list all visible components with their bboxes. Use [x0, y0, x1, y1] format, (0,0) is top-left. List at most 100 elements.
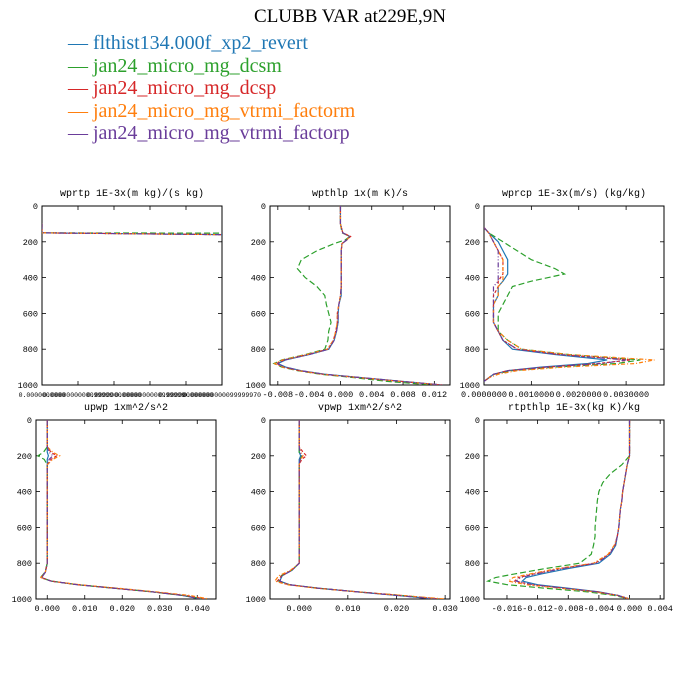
chart-title: rtpthlp 1E-3x(kg K)/kg — [508, 402, 640, 414]
series-line — [513, 420, 631, 599]
series-line — [484, 227, 655, 382]
x-tick-label: -0.012 — [522, 604, 553, 614]
x-tick-label: 0.010 — [335, 604, 361, 614]
plot-frame — [35, 419, 217, 600]
x-tick-label: 0.000000000099999970 — [183, 392, 261, 399]
series-line — [484, 227, 627, 382]
y-tick-label: 800 — [465, 559, 480, 569]
legend-line-icon: — — [68, 32, 93, 54]
y-tick-label: 800 — [23, 345, 38, 355]
series-line — [274, 206, 443, 385]
y-tick-label: 600 — [251, 309, 266, 319]
x-tick-label: 0.004 — [647, 604, 673, 614]
y-tick-label: 0 — [475, 202, 480, 212]
legend-line-icon: — — [68, 54, 93, 77]
legend: — flthist134.000f_xp2_revert — jan24_mic… — [68, 32, 355, 145]
x-tick-label: 0.020 — [109, 604, 135, 614]
y-tick-label: 1000 — [18, 381, 38, 391]
y-tick-label: 600 — [465, 523, 480, 533]
y-tick-label: 1000 — [246, 595, 266, 605]
y-tick-label: 400 — [17, 488, 32, 498]
y-tick-label: 800 — [17, 559, 32, 569]
series-line — [275, 206, 443, 385]
y-tick-label: 0 — [27, 416, 32, 426]
y-tick-label: 200 — [251, 452, 266, 462]
series-line — [40, 420, 202, 599]
y-tick-label: 0 — [261, 416, 266, 426]
y-tick-label: 1000 — [460, 381, 480, 391]
x-tick-label: 0.000000000000 — [159, 392, 214, 399]
legend-line-icon: — — [68, 122, 93, 145]
y-tick-label: 1000 — [246, 381, 266, 391]
x-tick-label: -0.008 — [263, 390, 294, 400]
x-tick-label: -0.016 — [492, 604, 523, 614]
series-line — [40, 420, 202, 599]
legend-item: — jan24_micro_mg_dcsp — [68, 77, 355, 100]
y-tick-label: 800 — [465, 345, 480, 355]
series-line — [273, 206, 443, 385]
legend-label: jan24_micro_mg_vtrmi_factorp — [93, 122, 350, 145]
legend-line-icon: — — [68, 99, 93, 122]
plot-frame — [41, 205, 223, 386]
chart-panel: rtpthlp 1E-3x(kg K)/kg 0 200 400 600 800 1000 -… — [460, 402, 673, 614]
x-tick-label: 0.030 — [432, 604, 458, 614]
chart-panel: upwp 1xm^2/s^2 0 200 400 600 800 10000.000 0.01… — [12, 402, 217, 614]
x-tick-label: 0.004 — [359, 390, 385, 400]
y-tick-label: 0 — [261, 202, 266, 212]
x-tick-label: 0.012 — [422, 390, 448, 400]
chart-title: wpthlp 1x(m K)/s — [312, 188, 408, 200]
legend-label: jan24_micro_mg_dcsp — [93, 77, 277, 100]
x-tick-label: 0.008 — [390, 390, 416, 400]
chart-title: vpwp 1xm^2/s^2 — [318, 402, 402, 414]
chart-panel: wpthlp 1x(m K)/s 0 200 400 600 800 1000-0.008-… — [246, 188, 451, 400]
y-tick-label: 600 — [23, 309, 38, 319]
legend-label: jan24_micro_mg_vtrmi_factorm — [93, 99, 356, 122]
y-tick-label: 800 — [251, 345, 266, 355]
series-line — [276, 206, 443, 385]
y-tick-label: 200 — [17, 452, 32, 462]
y-tick-label: 200 — [251, 238, 266, 248]
chart-panel: vpwp 1xm^2/s^2 0 200 400 600 800 1000 0.000 0.01… — [246, 402, 458, 614]
series-line — [273, 420, 446, 599]
page-title: CLUBB VAR at229E,9N — [254, 6, 446, 27]
x-tick-label: 0.0000000000099999 — [43, 392, 113, 399]
series-line — [39, 420, 209, 599]
y-tick-label: 1000 — [460, 595, 480, 605]
plot-frame — [269, 419, 451, 600]
series-line — [278, 420, 436, 599]
y-tick-label: 600 — [17, 523, 32, 533]
y-tick-label: 200 — [465, 238, 480, 248]
series-line — [484, 227, 641, 382]
plot-frame — [483, 205, 665, 386]
y-tick-label: 600 — [251, 523, 266, 533]
y-tick-label: 800 — [251, 559, 266, 569]
y-tick-label: 200 — [23, 238, 38, 248]
plot-frame — [269, 205, 451, 386]
series-line — [485, 420, 631, 599]
chart-panel: wprcp 1E-3x(m/s) (kg/kg) 0 200 400 600 800 100… — [460, 188, 665, 400]
legend-label: flthist134.000f_xp2_revert — [93, 32, 308, 54]
chart-title: wprcp 1E-3x(m/s) (kg/kg) — [502, 188, 646, 200]
series-line — [277, 420, 441, 599]
series-line — [40, 420, 205, 599]
series-line — [278, 420, 436, 599]
x-tick-label: 0.0000000 — [461, 390, 507, 400]
legend-line-icon: — — [68, 77, 93, 100]
x-tick-label: 0.010 — [72, 604, 98, 614]
x-tick-label: 0.0030000 — [603, 390, 649, 400]
x-tick-label: 0.040 — [184, 604, 210, 614]
x-tick-label: 0.0020000 — [556, 390, 602, 400]
y-tick-label: 200 — [465, 452, 480, 462]
x-tick-label: 0.000 — [328, 390, 354, 400]
series-line — [507, 420, 631, 599]
x-tick-label: -0.008 — [553, 604, 584, 614]
legend-item: — flthist134.000f_xp2_revert — [68, 32, 355, 55]
y-tick-label: 400 — [465, 488, 480, 498]
x-tick-label: 0.0010000 — [508, 390, 554, 400]
legend-label: jan24_micro_mg_dcsm — [93, 54, 282, 77]
y-tick-label: 600 — [465, 309, 480, 319]
chart-panel: wprtp 1E-3x(m kg)/(s kg) 0 200 400 600 800 100… — [18, 188, 262, 399]
y-tick-label: 400 — [251, 274, 266, 284]
x-tick-label: 0.000000000000 — [87, 392, 142, 399]
